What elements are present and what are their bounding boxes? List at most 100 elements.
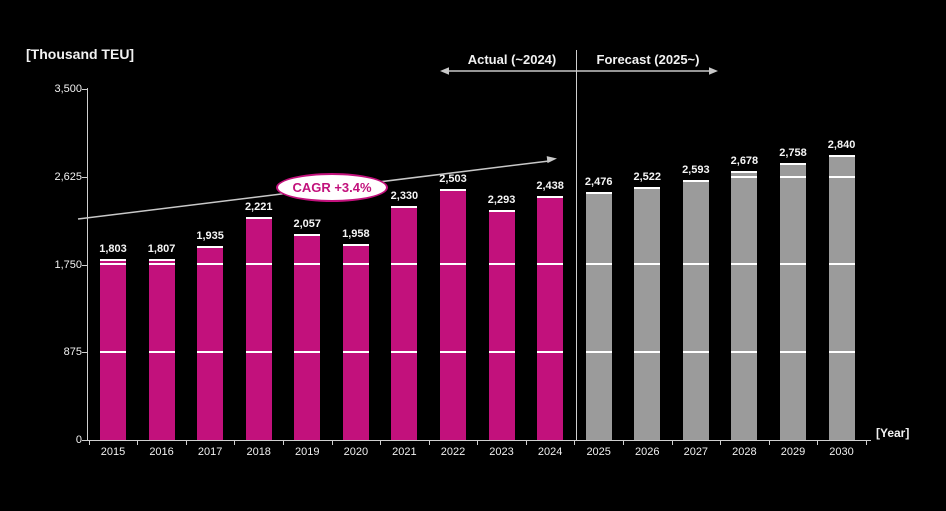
- gridline-stripe: [488, 263, 515, 265]
- x-tick-mark: [769, 441, 770, 445]
- gridline-stripe: [391, 263, 418, 265]
- gridline-stripe: [828, 176, 855, 178]
- bar-value-label-2030: 2,840: [827, 139, 856, 151]
- y-tick-label-1750: 1,750: [54, 259, 82, 271]
- bar-2018: [245, 217, 272, 440]
- gridline-stripe: [245, 351, 272, 353]
- x-tick-label-2015: 2015: [100, 446, 126, 458]
- x-tick-label-2017: 2017: [197, 446, 223, 458]
- gridline-stripe: [439, 351, 466, 353]
- gridline-stripe: [342, 351, 369, 353]
- x-tick-mark: [186, 441, 187, 445]
- bar-value-label-2026: 2,522: [633, 171, 662, 183]
- bar-2021: [391, 206, 418, 440]
- bar-2030: [828, 155, 855, 440]
- gridline-stripe: [682, 263, 709, 265]
- x-axis-line: [87, 440, 871, 441]
- bar-value-label-2025: 2,476: [584, 176, 613, 188]
- x-tick-label-2018: 2018: [246, 446, 271, 458]
- gridline-stripe: [537, 263, 564, 265]
- gridline-stripe: [245, 263, 272, 265]
- gridline-stripe: [148, 263, 175, 265]
- x-tick-label-2024: 2024: [537, 446, 563, 458]
- bar-value-label-2022: 2,503: [439, 173, 467, 185]
- x-tick-mark: [332, 441, 333, 445]
- actual-forecast-divider-line: [576, 50, 577, 441]
- gridline-stripe: [731, 263, 758, 265]
- gridline-stripe: [294, 351, 321, 353]
- x-tick-mark: [672, 441, 673, 445]
- y-tick-mark: [82, 352, 88, 353]
- header-right-arrowhead-icon: [709, 67, 718, 75]
- gridline-stripe: [294, 263, 321, 265]
- gridline-stripe: [731, 176, 758, 178]
- x-tick-label-2019: 2019: [295, 446, 320, 458]
- x-tick-label-2020: 2020: [343, 446, 369, 458]
- x-tick-mark: [720, 441, 721, 445]
- x-tick-mark: [429, 441, 430, 445]
- x-tick-label-2026: 2026: [635, 446, 660, 458]
- gridline-stripe: [439, 263, 466, 265]
- bar-value-label-2018: 2,221: [244, 201, 273, 213]
- bar-2028: [731, 171, 758, 440]
- cagr-label: CAGR +3.4%: [292, 180, 372, 195]
- x-tick-mark: [623, 441, 624, 445]
- gridline-stripe: [682, 351, 709, 353]
- gridline-stripe: [731, 351, 758, 353]
- x-tick-label-2022: 2022: [440, 446, 466, 458]
- y-tick-label-0: 0: [75, 434, 82, 446]
- bar-2024: [537, 196, 564, 440]
- bar-2019: [294, 234, 321, 440]
- x-axis-title: [Year]: [876, 426, 910, 440]
- gridline-stripe: [779, 176, 806, 178]
- y-tick-label-3500: 3,500: [54, 83, 82, 95]
- x-tick-mark: [89, 441, 90, 445]
- x-tick-mark: [526, 441, 527, 445]
- y-axis-title: [Thousand TEU]: [26, 46, 135, 62]
- bar-2029: [779, 163, 806, 440]
- gridline-stripe: [634, 263, 661, 265]
- gridline-stripe: [828, 263, 855, 265]
- forecast-period-label: Forecast (2025~): [596, 52, 700, 67]
- gridline-stripe: [537, 351, 564, 353]
- x-tick-mark: [234, 441, 235, 445]
- bar-2026: [634, 187, 661, 440]
- y-tick-mark: [82, 440, 88, 441]
- bar-value-label-2028: 2,678: [730, 155, 759, 167]
- header-left-arrowhead-icon: [440, 67, 449, 75]
- x-tick-mark: [574, 441, 575, 445]
- gridline-stripe: [197, 351, 224, 353]
- x-tick-label-2029: 2029: [780, 446, 806, 458]
- bar-2017: [197, 246, 224, 440]
- gridline-stripe: [488, 351, 515, 353]
- gridline-stripe: [779, 263, 806, 265]
- bar-2027: [682, 180, 709, 440]
- cagr-trend-arrowhead-icon: [546, 156, 557, 164]
- x-tick-label-2025: 2025: [586, 446, 611, 458]
- y-tick-mark: [82, 177, 88, 178]
- bar-2015: [100, 259, 126, 440]
- gridline-stripe: [585, 351, 612, 353]
- gridline-stripe: [342, 263, 369, 265]
- bar-value-label-2029: 2,758: [779, 147, 807, 159]
- gridline-stripe: [197, 263, 224, 265]
- bar-value-label-2023: 2,293: [487, 194, 516, 206]
- bar-value-label-2019: 2,057: [293, 218, 322, 230]
- y-axis-line: [87, 88, 88, 441]
- x-tick-label-2028: 2028: [732, 446, 757, 458]
- gridline-stripe: [391, 351, 418, 353]
- x-tick-label-2021: 2021: [392, 446, 417, 458]
- actual-period-label: Actual (~2024): [467, 52, 557, 67]
- y-tick-mark: [82, 265, 88, 266]
- gridline-stripe: [828, 351, 855, 353]
- bar-value-label-2015: 1,803: [99, 243, 127, 255]
- gridline-stripe: [634, 351, 661, 353]
- x-tick-label-2023: 2023: [489, 446, 514, 458]
- x-tick-mark: [866, 441, 867, 445]
- x-tick-mark: [137, 441, 138, 445]
- bar-2023: [488, 210, 515, 440]
- x-tick-mark: [817, 441, 818, 445]
- x-tick-label-2027: 2027: [683, 446, 709, 458]
- bar-2016: [148, 259, 175, 440]
